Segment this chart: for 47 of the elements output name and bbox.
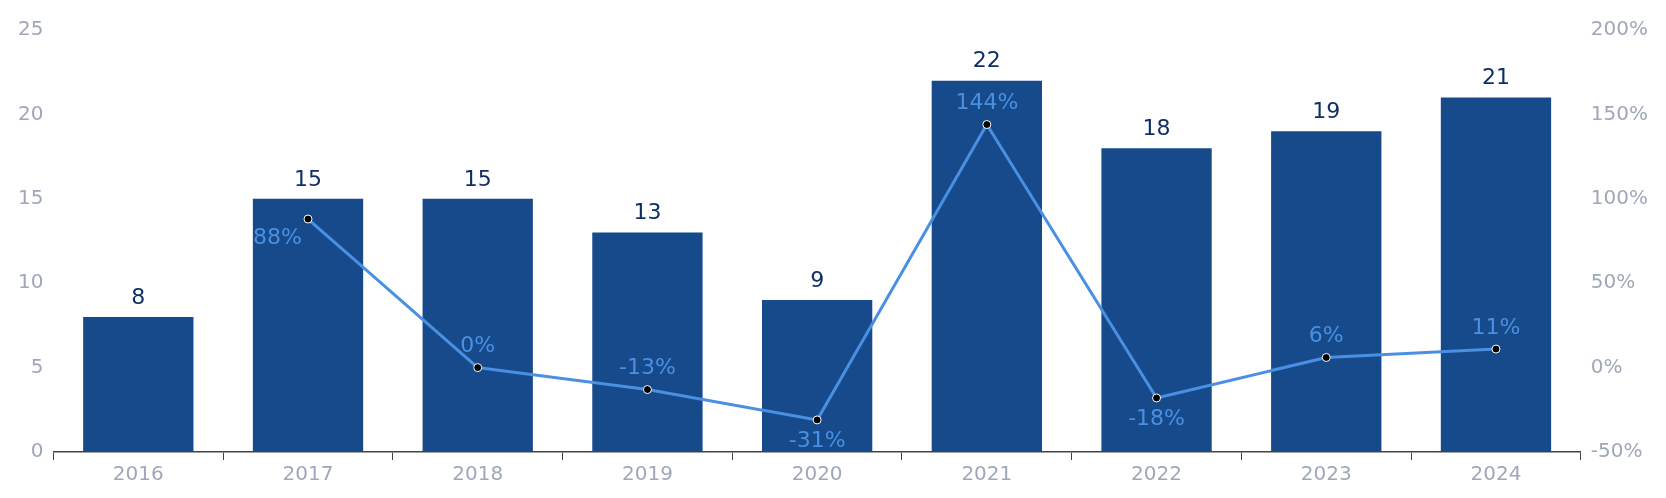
data-label: 13 <box>633 199 662 225</box>
bar <box>83 316 194 452</box>
y2-tick-label: 0% <box>1590 353 1623 378</box>
data-label: 0% <box>460 332 496 358</box>
y2-tick-label: -50% <box>1590 438 1643 463</box>
bar <box>592 232 703 452</box>
x-tick-label: 2022 <box>1131 461 1183 486</box>
x-tick-label: 2019 <box>621 461 673 486</box>
data-label: 9 <box>810 266 825 292</box>
y-tick-label: 20 <box>18 100 44 125</box>
y-tick-label: 15 <box>18 185 44 209</box>
x-tick-label: 2017 <box>282 461 334 486</box>
y-tick-label: 0 <box>30 438 44 463</box>
y-tick-label: 25 <box>18 16 44 41</box>
data-label: 88% <box>253 223 303 249</box>
data-label: -31% <box>788 426 846 452</box>
x-tick-label: 2023 <box>1300 461 1352 486</box>
y-tick-label: 10 <box>18 269 44 294</box>
bar <box>761 300 873 452</box>
y2-tick-label: 100% <box>1590 185 1649 209</box>
x-tick-label: 2024 <box>1470 461 1522 486</box>
data-label: 18 <box>1142 114 1171 140</box>
data-label: -18% <box>1128 404 1185 430</box>
bar <box>1440 97 1552 452</box>
data-label: 15 <box>463 165 492 191</box>
data-label: 21 <box>1481 64 1510 90</box>
bar <box>1271 131 1382 452</box>
data-label: 11% <box>1471 313 1521 339</box>
y2-tick-label: 150% <box>1590 100 1649 125</box>
data-label: -13% <box>619 354 676 380</box>
bar <box>931 80 1042 452</box>
data-label: 6% <box>1308 322 1344 348</box>
bar <box>1101 148 1212 452</box>
y2-tick-label: 200% <box>1590 16 1649 41</box>
x-tick-label: 2020 <box>791 461 843 486</box>
data-label: 144% <box>955 89 1019 115</box>
data-label: 22 <box>972 47 1001 73</box>
data-label: 8 <box>131 283 146 309</box>
data-label: 15 <box>294 165 323 191</box>
x-tick-label: 2016 <box>112 461 164 486</box>
x-tick-label: 2021 <box>961 461 1013 486</box>
y-tick-label: 5 <box>30 353 44 378</box>
x-tick-label: 2018 <box>452 461 504 486</box>
y2-tick-label: 50% <box>1590 269 1636 294</box>
bar <box>422 198 533 452</box>
bar <box>252 198 364 452</box>
data-label: 19 <box>1312 98 1341 123</box>
